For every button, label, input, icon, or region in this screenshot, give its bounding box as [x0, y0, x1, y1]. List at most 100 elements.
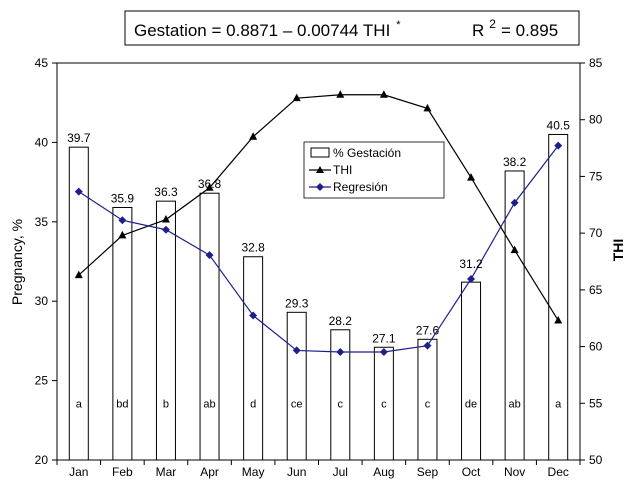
- y-tick-label: 35: [35, 215, 49, 229]
- thi-marker: [510, 245, 519, 254]
- y-tick-label: 30: [35, 294, 49, 308]
- regression-marker: [161, 225, 170, 234]
- y-tick-label: 25: [35, 374, 49, 388]
- bar: [199, 192, 220, 461]
- x-tick-label: Oct: [462, 465, 481, 479]
- thi-marker: [336, 90, 345, 98]
- thi-marker: [118, 230, 127, 239]
- bar: [286, 311, 307, 461]
- plot-frame: [56, 62, 581, 461]
- bar: [68, 146, 89, 461]
- regression-value-label: 31.2: [459, 257, 483, 271]
- equation-box-frame: [124, 10, 580, 46]
- bar: [373, 346, 394, 461]
- regression-marker: [249, 311, 258, 320]
- thi-line: [78, 94, 559, 321]
- bar: [417, 338, 438, 461]
- legend-bar-swatch: [310, 147, 330, 158]
- x-tick-label: Feb: [112, 465, 133, 479]
- y-axis-title: Pregnancy, %: [9, 219, 25, 305]
- regression-marker: [205, 251, 214, 260]
- y-tick-label: 45: [35, 56, 49, 70]
- significance-letter: b: [163, 399, 169, 411]
- y-tick-label: 20: [35, 453, 49, 467]
- y2-tick-label: 65: [589, 283, 603, 297]
- y2-tick-label: 55: [589, 396, 603, 410]
- bar: [548, 133, 569, 461]
- regression-marker: [292, 346, 301, 355]
- significance-letter: ab: [509, 399, 521, 411]
- thi-marker: [467, 173, 476, 181]
- legend-label-thi: THI: [333, 163, 352, 177]
- plot-area: 20 25 30 35 40 45 50 55 60 65 70 75 80 85 Jan Feb Mar Apr…: [35, 56, 603, 479]
- bar: [330, 329, 351, 461]
- regression-marker: [74, 187, 83, 196]
- legend: % Gestación THI Regresión: [303, 141, 445, 199]
- thi-marker: [74, 270, 83, 279]
- bar: [461, 281, 482, 461]
- significance-letter: c: [381, 399, 387, 411]
- legend-label-gestacion: % Gestación: [333, 146, 401, 160]
- bar-value-label: 35.9: [111, 192, 135, 206]
- thi-marker: [205, 183, 214, 191]
- bar-value-label: 28.2: [329, 314, 353, 328]
- bar: [155, 200, 176, 461]
- significance-letter: ab: [203, 399, 215, 411]
- thi-marker: [379, 90, 388, 98]
- significance-letter: a: [555, 399, 562, 411]
- regression-marker: [118, 216, 127, 225]
- x-tick-label: Sep: [417, 465, 439, 479]
- thi-marker: [161, 215, 170, 223]
- significance-letter: ce: [291, 399, 303, 411]
- r-squared-text: R 2 = 0.895: [472, 17, 558, 40]
- legend-diamond-marker: [316, 183, 324, 191]
- thi-marker: [249, 132, 258, 140]
- significance-letter: c: [425, 399, 431, 411]
- regression-marker: [554, 141, 563, 150]
- significance-letter: bd: [116, 399, 128, 411]
- bar-value-label: 27.6: [416, 323, 440, 337]
- legend-triangle-marker: [316, 166, 324, 173]
- y2-axis-title: THI: [610, 239, 626, 262]
- bar: [243, 256, 264, 461]
- y2-tick-label: 75: [589, 169, 603, 183]
- x-tick-label: Jan: [69, 465, 88, 479]
- regression-marker: [336, 348, 345, 357]
- bar-value-label: 32.8: [241, 241, 265, 255]
- bar-value-label: 29.3: [285, 296, 309, 310]
- regression-marker: [510, 198, 519, 207]
- bar-value-label: 40.5: [547, 118, 571, 132]
- x-tick-label: May: [242, 465, 265, 479]
- legend-label-regresion: Regresión: [333, 180, 388, 194]
- y-tick-label: 40: [35, 135, 49, 149]
- y2-tick-label: 70: [589, 226, 603, 240]
- x-tick-label: Apr: [200, 465, 219, 479]
- bar-value-label: 39.7: [67, 131, 91, 145]
- regression-marker: [467, 274, 476, 283]
- x-tick-label: Mar: [156, 465, 177, 479]
- x-tick-label: Dec: [548, 465, 569, 479]
- equation-text: Gestation = 0.8871 – 0.00744 THI *: [134, 19, 401, 40]
- y2-tick-label: 80: [589, 113, 603, 127]
- x-tick-label: Nov: [504, 465, 525, 479]
- x-tick-label: Jul: [333, 465, 348, 479]
- y2-tick-label: 50: [589, 453, 603, 467]
- significance-letter: d: [250, 399, 256, 411]
- regression-marker: [423, 341, 432, 350]
- regression-line: [78, 145, 559, 353]
- regression-marker: [379, 348, 388, 357]
- y2-tick-label: 85: [589, 56, 603, 70]
- bar: [112, 207, 133, 461]
- significance-letter: de: [465, 399, 477, 411]
- x-tick-label: Aug: [373, 465, 394, 479]
- thi-marker: [554, 315, 563, 324]
- equation-box: Gestation = 0.8871 – 0.00744 THI * R 2 = 0.…: [124, 10, 580, 46]
- bar-value-label: 36.3: [154, 185, 178, 199]
- bar-value-label: 38.2: [503, 155, 527, 169]
- thi-marker: [423, 103, 432, 112]
- y2-tick-label: 60: [589, 340, 603, 354]
- bar-value-label: 27.1: [372, 331, 396, 345]
- significance-letter: c: [338, 399, 344, 411]
